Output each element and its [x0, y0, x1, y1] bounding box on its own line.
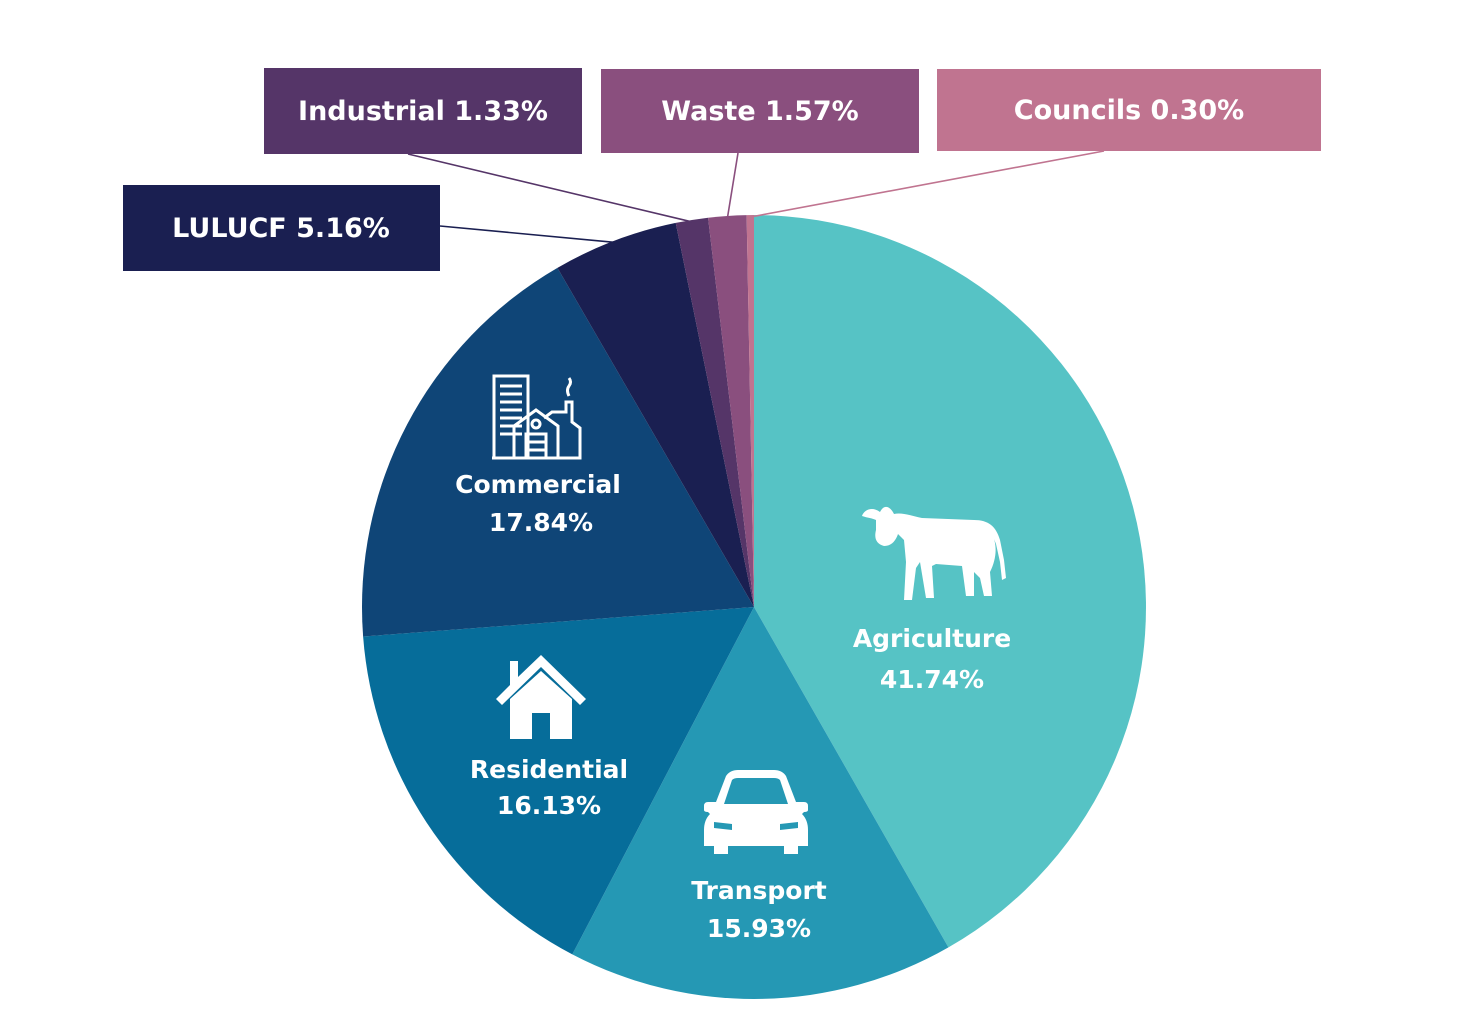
label-transport-value: 15.93%	[707, 914, 811, 943]
label-agriculture-value: 41.74%	[880, 665, 984, 694]
pie-slice-lulucf	[557, 222, 754, 607]
car-icon	[704, 770, 808, 854]
label-residential-value: 16.13%	[497, 791, 601, 820]
label-commercial-name: Commercial	[455, 470, 621, 499]
callout-lulucf-box	[123, 185, 440, 271]
leader-line-industrial	[407, 153, 693, 223]
inner-labels: Agriculture 41.74% Transport 15.93% Resi…	[455, 470, 1011, 943]
callout-waste-box	[601, 69, 919, 153]
callout-councils: Councils 0.30%	[937, 69, 1321, 151]
label-commercial-value: 17.84%	[489, 508, 593, 537]
label-residential-name: Residential	[470, 755, 628, 784]
pie-slices	[361, 215, 1146, 999]
callout-industrial-label: Industrial 1.33%	[298, 96, 548, 127]
pie-slice-transport	[572, 607, 949, 999]
cow-icon	[862, 506, 1006, 600]
leader-line-lulucf	[439, 225, 616, 244]
callout-leader-lines	[407, 150, 1105, 244]
callout-councils-label: Councils 0.30%	[1014, 95, 1244, 126]
pie-slice-industrial	[675, 217, 754, 607]
label-transport-name: Transport	[691, 876, 827, 905]
label-agriculture-name: Agriculture	[853, 624, 1011, 653]
callout-lulucf-label: LULUCF 5.16%	[172, 213, 390, 244]
buildings-icon	[492, 374, 582, 460]
callout-waste-label: Waste 1.57%	[661, 96, 858, 127]
leader-line-waste	[726, 152, 739, 219]
house-icon	[496, 655, 586, 739]
callout-lulucf: LULUCF 5.16%	[123, 185, 440, 271]
pie-slice-residential	[363, 607, 754, 955]
callout-industrial-box	[264, 68, 582, 154]
pie-slice-councils	[746, 215, 754, 607]
callout-waste: Waste 1.57%	[601, 69, 919, 153]
pie-slice-agriculture	[754, 215, 1146, 948]
callout-councils-box	[937, 69, 1321, 151]
callout-industrial: Industrial 1.33%	[264, 68, 582, 154]
leader-line-councils	[750, 150, 1105, 218]
pie-slice-waste	[708, 215, 754, 607]
